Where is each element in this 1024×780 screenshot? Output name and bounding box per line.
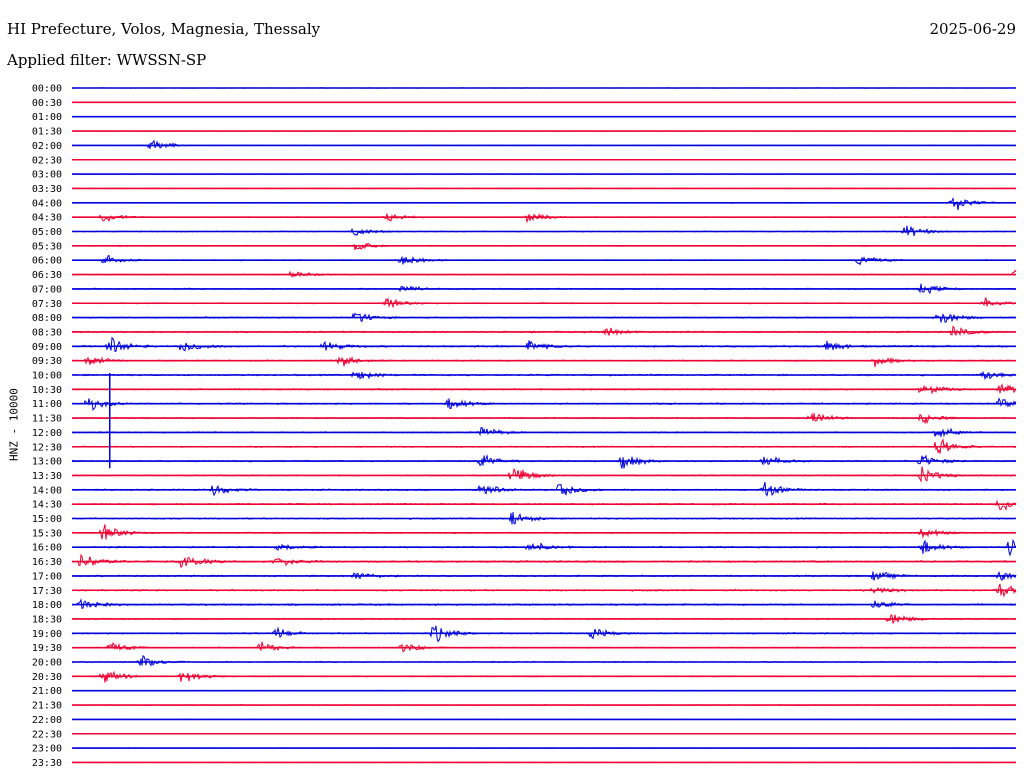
- row-time-label: 03:00: [32, 170, 62, 181]
- trace-line: [71, 499, 1017, 512]
- row-time-label: 23:30: [32, 758, 62, 769]
- row-time-label: 23:00: [32, 744, 62, 755]
- row-time-label: 02:30: [32, 155, 62, 166]
- filter-label: Applied filter: WWSSN-SP: [7, 51, 207, 69]
- trace-line: [71, 453, 1017, 469]
- row-time-label: 20:30: [32, 672, 62, 683]
- row-time-label: 06:00: [32, 256, 62, 267]
- row-time-label: 05:30: [32, 241, 62, 252]
- row-time-label: 06:30: [32, 270, 62, 281]
- row-time-label: 00:00: [32, 84, 62, 95]
- row-time-label: 13:30: [32, 471, 62, 482]
- row-time-label: 09:30: [32, 356, 62, 367]
- row-time-label: 22:30: [32, 729, 62, 740]
- row-time-label: 11:30: [32, 414, 62, 425]
- trace-line: [71, 481, 1017, 497]
- trace-line: [71, 641, 1017, 653]
- row-time-label: 05:00: [32, 227, 62, 238]
- row-time-label: 14:00: [32, 485, 62, 496]
- trace-line: [72, 524, 1017, 540]
- station-title: HI Prefecture, Volos, Magnesia, Thessaly: [7, 20, 321, 38]
- row-time-label: 20:00: [32, 658, 62, 669]
- row-time-label: 07:30: [32, 299, 62, 310]
- chart-date: 2025-06-29: [929, 20, 1016, 38]
- row-time-label: 21:00: [32, 686, 62, 697]
- row-time-label: 08:30: [32, 327, 62, 338]
- row-time-label: 15:00: [32, 514, 62, 525]
- row-time-label: 01:30: [32, 127, 62, 138]
- row-time-label: 18:00: [32, 600, 62, 611]
- row-time-label: 16:00: [32, 543, 62, 554]
- trace-line: [71, 196, 1017, 211]
- row-time-label: 09:00: [32, 342, 62, 353]
- row-time-label: 17:30: [32, 586, 62, 597]
- row-time-label: 17:00: [32, 571, 62, 582]
- row-time-label: 15:30: [32, 528, 62, 539]
- row-time-label: 00:30: [32, 98, 62, 109]
- row-time-label: 13:00: [32, 457, 62, 468]
- row-time-label: 12:30: [32, 442, 62, 453]
- row-time-label: 22:00: [32, 715, 62, 726]
- row-time-label: 08:00: [32, 313, 62, 324]
- trace-line: [71, 296, 1017, 309]
- trace-line: [71, 325, 1017, 337]
- row-time-label: 10:30: [32, 385, 62, 396]
- trace-line: [71, 336, 1016, 352]
- trace-line: [71, 655, 1017, 667]
- row-time-label: 12:00: [32, 428, 62, 439]
- trace-line: [71, 466, 1017, 483]
- row-time-label: 01:00: [32, 112, 62, 123]
- row-time-label: 03:30: [32, 184, 62, 195]
- row-time-label: 07:00: [32, 284, 62, 295]
- row-time-label: 02:00: [32, 141, 62, 152]
- row-time-label: 19:00: [32, 629, 62, 640]
- trace-line: [71, 670, 1016, 683]
- row-time-label: 19:30: [32, 643, 62, 654]
- trace-line: [72, 355, 1017, 368]
- row-time-label: 04:00: [32, 198, 62, 209]
- row-time-label: 21:30: [32, 701, 62, 712]
- row-time-label: 11:00: [32, 399, 62, 410]
- row-time-label: 18:30: [32, 614, 62, 625]
- row-time-label: 04:30: [32, 213, 62, 224]
- row-time-label: 16:30: [32, 557, 62, 568]
- trace-line: [71, 269, 1017, 279]
- row-time-label: 10:00: [32, 371, 62, 382]
- row-time-label: 14:30: [32, 500, 62, 511]
